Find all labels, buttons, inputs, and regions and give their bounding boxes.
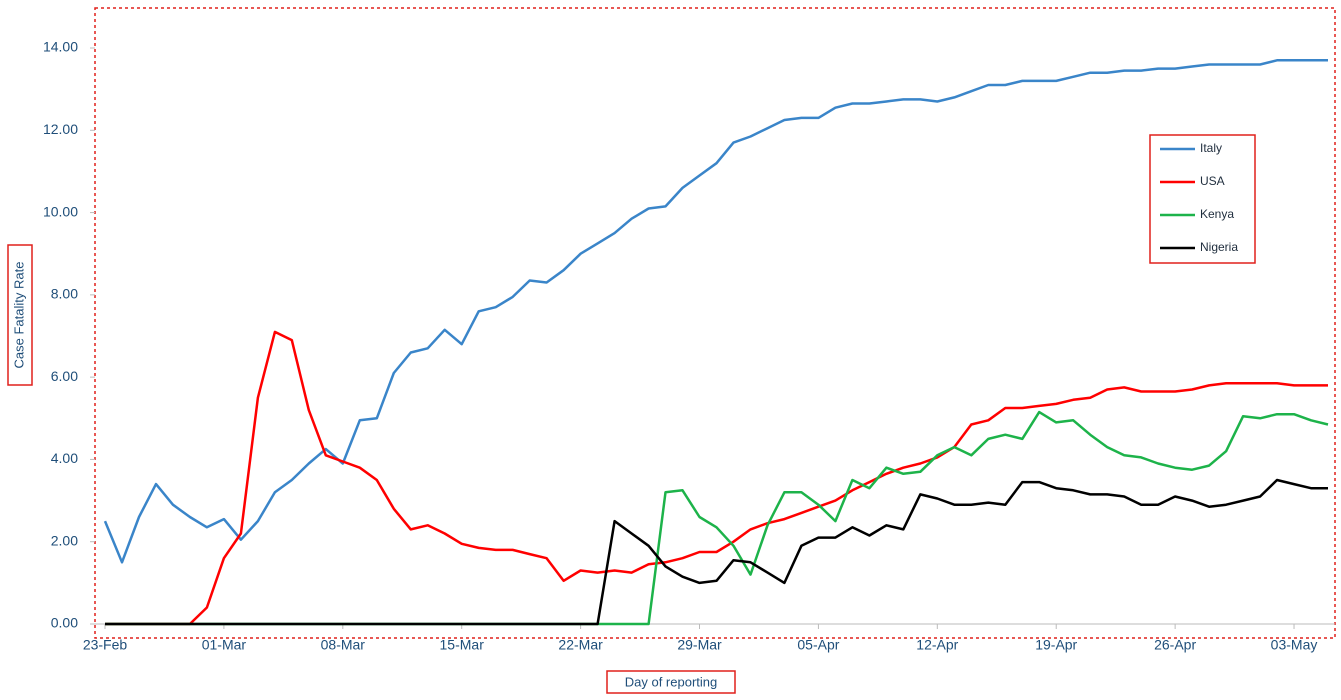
y-tick-label: 12.00 bbox=[43, 121, 78, 137]
y-tick-label: 6.00 bbox=[51, 368, 78, 384]
y-tick-label: 2.00 bbox=[51, 532, 78, 548]
legend-label: Nigeria bbox=[1200, 240, 1238, 254]
x-tick-label: 29-Mar bbox=[677, 637, 722, 653]
series-line bbox=[103, 59, 1328, 564]
series-line bbox=[105, 410, 1329, 626]
series-line bbox=[105, 478, 1328, 626]
x-tick-label: 05-Apr bbox=[797, 637, 839, 653]
x-tick-label: 26-Apr bbox=[1154, 637, 1196, 653]
y-axis-label: Case Fatality Rate bbox=[11, 262, 26, 369]
y-tick-label: 8.00 bbox=[51, 286, 78, 302]
x-tick-label: 22-Mar bbox=[558, 637, 603, 653]
x-tick-label: 01-Mar bbox=[202, 637, 247, 653]
x-tick-label: 15-Mar bbox=[440, 637, 485, 653]
y-tick-label: 4.00 bbox=[51, 450, 78, 466]
x-axis-label: Day of reporting bbox=[625, 674, 718, 689]
legend-box bbox=[1149, 134, 1256, 264]
y-tick-label: 14.00 bbox=[43, 39, 78, 55]
x-label-box bbox=[606, 670, 736, 694]
legend-label: USA bbox=[1200, 174, 1225, 188]
y-label-box bbox=[7, 244, 33, 386]
series-line bbox=[105, 330, 1328, 626]
x-tick-label: 08-Mar bbox=[321, 637, 366, 653]
y-tick-label: 10.00 bbox=[43, 203, 78, 219]
x-tick-label: 23-Feb bbox=[83, 637, 128, 653]
x-tick-label: 19-Apr bbox=[1035, 637, 1077, 653]
x-tick-label: 03-May bbox=[1271, 637, 1318, 653]
legend-label: Kenya bbox=[1200, 207, 1234, 221]
y-tick-label: 0.00 bbox=[51, 615, 78, 631]
x-tick-label: 12-Apr bbox=[916, 637, 958, 653]
chart-frame bbox=[94, 7, 1336, 639]
legend-label: Italy bbox=[1200, 141, 1222, 155]
